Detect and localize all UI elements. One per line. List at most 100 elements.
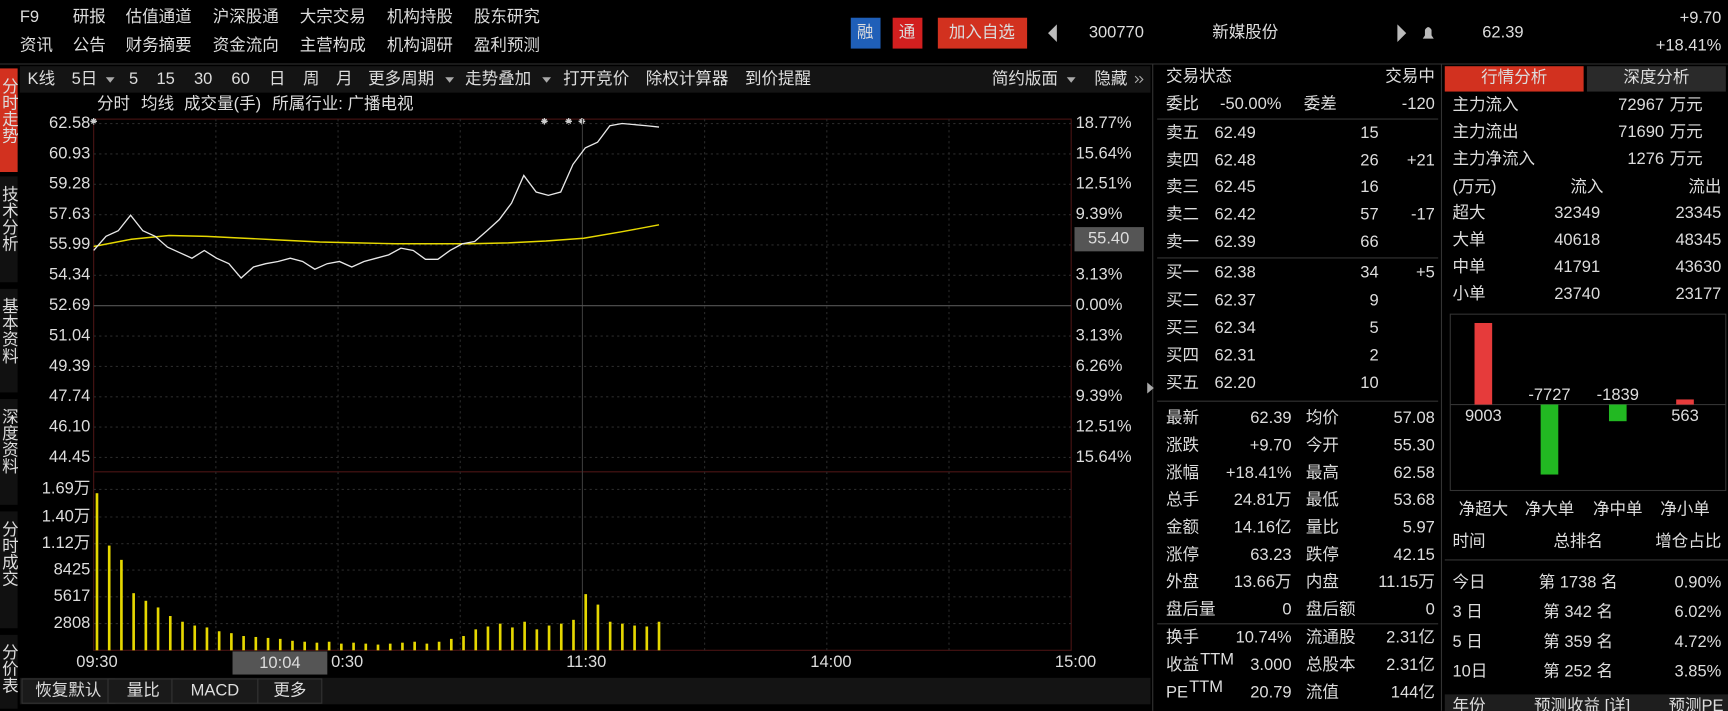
volume-bar: [388, 643, 392, 651]
side-tab-label[interactable]: 深度资料: [0, 407, 19, 474]
book-volume: 26: [1360, 150, 1378, 169]
stat-label: 盘后额: [1306, 600, 1356, 619]
side-tab-label[interactable]: 基本资料: [0, 297, 19, 364]
bottom-tab-label[interactable]: 更多: [273, 680, 306, 699]
bottom-tab[interactable]: [107, 678, 180, 704]
tab-label[interactable]: 行情分析: [1481, 68, 1547, 87]
menu-item[interactable]: 资讯: [20, 36, 53, 55]
volume-bar: [340, 643, 343, 651]
stat-label: 最低: [1306, 490, 1339, 509]
bottom-tab[interactable]: [21, 678, 116, 704]
pct-tick-label: 6.26%: [1076, 356, 1123, 375]
toolbar-button[interactable]: 15: [156, 69, 174, 88]
menu-item[interactable]: 公告: [73, 36, 106, 55]
volume-bar: [95, 493, 99, 651]
toolbar-button[interactable]: 打开竞价: [563, 69, 629, 88]
bottom-tab-label[interactable]: MACD: [191, 680, 240, 699]
toolbar-button[interactable]: 更多周期: [368, 69, 434, 88]
toolbar-button[interactable]: 5日: [72, 69, 98, 88]
tag-label[interactable]: 融: [857, 23, 874, 42]
stat-value: 14.16亿: [1234, 518, 1292, 537]
volume-tick-label: 1.12万: [42, 533, 91, 552]
price-tick-label: 62.58: [49, 113, 90, 132]
toolbar-button[interactable]: 30: [194, 69, 212, 88]
toolbar-button[interactable]: 简约版面: [992, 69, 1058, 88]
side-tab-active[interactable]: [0, 68, 18, 173]
side-tab[interactable]: [0, 511, 18, 629]
tag-tong[interactable]: [892, 17, 923, 49]
rank-period: 3 日: [1452, 602, 1482, 621]
side-tab-label[interactable]: 分时成交: [0, 520, 19, 587]
menu-item[interactable]: 盈利预测: [474, 36, 540, 55]
stat-value: 13.66万: [1234, 572, 1292, 591]
menu-item[interactable]: 主营构成: [300, 36, 366, 55]
stat-value: 53.68: [1394, 490, 1435, 509]
flow-row-label: 大单: [1452, 230, 1485, 249]
tab[interactable]: [1586, 66, 1726, 92]
toolbar-button[interactable]: 60: [231, 69, 249, 88]
tab-label[interactable]: 深度分析: [1623, 68, 1689, 87]
stat-value: 62.58: [1394, 463, 1435, 482]
menu-item[interactable]: 机构持股: [387, 7, 453, 26]
stat-label: 量比: [1306, 518, 1339, 537]
bottom-tab-label[interactable]: 量比: [127, 680, 160, 699]
bottom-row-link[interactable]: [详]: [1605, 696, 1631, 711]
volume-bar: [608, 621, 612, 651]
menu-item[interactable]: 机构调研: [387, 36, 453, 55]
book-volume: 66: [1360, 232, 1378, 251]
pct-tick-label: 9.39%: [1076, 386, 1123, 405]
add-watch-button[interactable]: [937, 17, 1028, 49]
price-tick-label: 57.63: [49, 204, 90, 223]
flow-unit: 万元: [1670, 95, 1703, 114]
toolbar-button[interactable]: 5: [129, 69, 138, 88]
bottom-tab[interactable]: [257, 678, 323, 704]
time-tick-label: 15:00: [1055, 652, 1096, 671]
menu-item[interactable]: 资金流向: [213, 36, 279, 55]
flow-unit: 万元: [1670, 122, 1703, 141]
side-tab[interactable]: [0, 634, 18, 709]
toolbar-button[interactable]: 月: [336, 69, 353, 88]
tag-label[interactable]: 通: [899, 23, 916, 42]
menu-item[interactable]: 沪深股通: [213, 7, 279, 26]
menu-item[interactable]: 大宗交易: [300, 7, 366, 26]
add-watch-label[interactable]: 加入自选: [949, 23, 1015, 42]
tag-rong[interactable]: [850, 17, 881, 49]
expand-icon[interactable]: [1134, 75, 1144, 84]
bottom-tab-label[interactable]: 恢复默认: [35, 680, 101, 699]
bottom-tab[interactable]: [171, 678, 259, 704]
menu-item[interactable]: 股东研究: [474, 7, 540, 26]
menu-item[interactable]: F9: [20, 7, 39, 26]
menu-item[interactable]: 研报: [73, 7, 106, 26]
legend-item: 成交量(手): [184, 94, 261, 113]
alert-bell[interactable]: [1422, 27, 1434, 39]
toolbar-button[interactable]: K线: [28, 69, 56, 88]
next-arrow[interactable]: [1397, 24, 1407, 42]
toolbar-button[interactable]: 走势叠加: [465, 69, 531, 88]
net-flow-box: [1449, 313, 1727, 492]
legend-item: 均线: [141, 94, 174, 113]
side-tab-label[interactable]: 技术分析: [0, 185, 19, 252]
volume-bar: [254, 636, 258, 651]
side-tab-label[interactable]: 分价表: [0, 643, 19, 693]
collapse-arrow[interactable]: [1147, 382, 1154, 394]
tab-active[interactable]: [1444, 66, 1584, 92]
toolbar-button[interactable]: 到价提醒: [745, 69, 811, 88]
side-tab-label[interactable]: 分时走势: [0, 77, 19, 144]
toolbar-button[interactable]: 除权计算器: [646, 69, 729, 88]
pct-tick-label: 15.64%: [1076, 447, 1132, 466]
menu-item[interactable]: 财务摘要: [126, 36, 192, 55]
side-tab[interactable]: [0, 176, 18, 283]
volume-bar: [437, 641, 441, 651]
prev-arrow[interactable]: [1048, 24, 1057, 42]
fund-label: 总股本: [1306, 655, 1356, 674]
flow-row-label: 超大: [1452, 203, 1485, 222]
book-price: 62.37: [1214, 290, 1255, 309]
toolbar-button[interactable]: 日: [269, 69, 286, 88]
price-tick-label: 54.34: [49, 265, 90, 284]
side-tab[interactable]: [0, 288, 18, 393]
volume-bar: [559, 623, 563, 651]
toolbar-button[interactable]: 周: [303, 69, 320, 88]
menu-item[interactable]: 估值通道: [126, 7, 192, 26]
toolbar-button[interactable]: 隐藏: [1094, 69, 1127, 88]
side-tab[interactable]: [0, 399, 18, 505]
